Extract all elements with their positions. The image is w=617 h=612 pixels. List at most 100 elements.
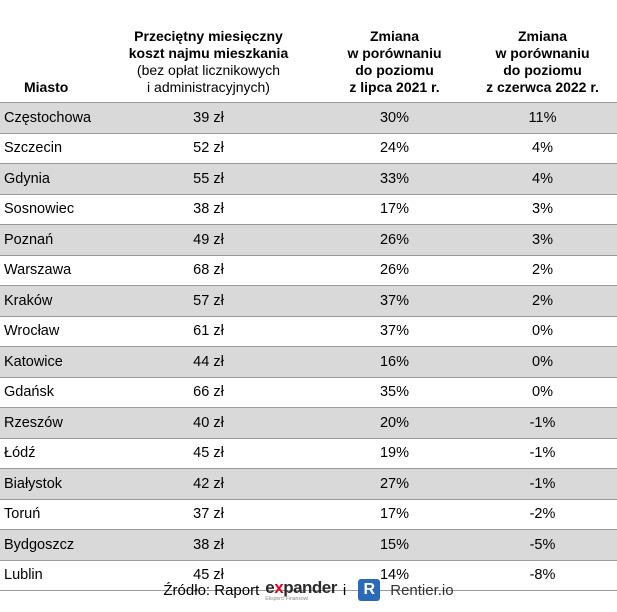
header-2022-line3: do poziomu: [503, 62, 582, 78]
table-body: Częstochowa 39 zł 30% 11% Szczecin 52 zł 24% 4%…: [0, 103, 617, 591]
table-row: Sosnowiec 38 zł 17% 3%: [0, 195, 617, 225]
table-row: Bydgoszcz 38 zł 15% -5%: [0, 530, 617, 561]
cell-change-2022: 4%: [532, 170, 553, 187]
header-change-2021: Zmiana w porównaniu do poziomu z lipca 2…: [321, 0, 468, 102]
header-2021-line4: z lipca 2021 r.: [349, 79, 440, 95]
cell-change-2022: 11%: [528, 109, 557, 126]
cell-change-2021: 16%: [379, 353, 410, 370]
cell-cost: 45 zł: [193, 445, 224, 462]
cell-cost: 45 zł: [193, 567, 224, 584]
table-row: Gdańsk 66 zł 35% 0%: [0, 378, 617, 408]
cell-city: Poznań: [4, 231, 54, 248]
cell-change-2021: 27%: [379, 475, 410, 492]
cell-cost: 61 zł: [193, 323, 224, 340]
header-2021-line2: w porównaniu: [347, 45, 442, 61]
cell-city: Łódź: [4, 445, 36, 462]
header-2021-line1: Zmiana: [369, 28, 419, 44]
table-row: Lublin 45 zł 14% -8%: [0, 561, 617, 591]
cell-cost: 49 zł: [193, 231, 224, 248]
cell-cost: 55 zł: [193, 170, 224, 187]
cell-cost: 57 zł: [193, 292, 224, 309]
footer-conjunction: i: [342, 581, 347, 599]
source-footer: Źródło: Raport expander Eksperci Finanso…: [0, 572, 617, 608]
cell-change-2022: -8%: [529, 567, 556, 584]
cell-cost: 44 zł: [193, 353, 224, 370]
cell-change-2021: 30%: [379, 109, 410, 126]
cell-city: Warszawa: [4, 262, 72, 279]
cell-change-2022: 3%: [532, 231, 553, 248]
table-row: Toruń 37 zł 17% -2%: [0, 500, 617, 530]
cell-city: Kraków: [4, 292, 53, 309]
table-row: Szczecin 52 zł 24% 4%: [0, 134, 617, 164]
cell-change-2022: 0%: [532, 384, 553, 401]
table-row: Białystok 42 zł 27% -1%: [0, 469, 617, 500]
table-row: Częstochowa 39 zł 30% 11%: [0, 103, 617, 134]
header-change-2022: Zmiana w porównaniu do poziomu z czerwca…: [468, 0, 617, 102]
expander-logo: expander Eksperci Finansowi: [265, 579, 337, 602]
cell-change-2021: 19%: [379, 445, 410, 462]
cell-change-2021: 26%: [379, 231, 410, 248]
cell-change-2021: 17%: [379, 506, 410, 523]
table-row: Katowice 44 zł 16% 0%: [0, 347, 617, 378]
cell-change-2022: -1%: [529, 475, 556, 492]
cell-cost: 37 zł: [193, 506, 224, 523]
cell-cost: 52 zł: [193, 140, 224, 157]
cell-change-2022: -1%: [529, 414, 556, 431]
cell-cost: 40 zł: [193, 414, 224, 431]
cell-change-2022: 2%: [532, 262, 553, 279]
header-city-label: Miasto: [24, 79, 69, 95]
rent-table: Miasto Przeciętny miesięczny koszt najmu…: [0, 0, 617, 591]
cell-change-2021: 24%: [379, 140, 410, 157]
cell-city: Gdańsk: [4, 384, 54, 401]
cell-cost: 38 zł: [193, 536, 224, 553]
cell-change-2022: 0%: [532, 353, 553, 370]
expander-logo-rest: pander: [283, 577, 337, 597]
cell-city: Rzeszów: [4, 414, 63, 431]
header-cost-line3: (bez opłat licznikowych: [136, 62, 281, 78]
cell-city: Wrocław: [4, 323, 60, 340]
cell-change-2022: 3%: [532, 201, 553, 218]
cell-cost: 66 zł: [193, 384, 224, 401]
cell-city: Bydgoszcz: [4, 536, 75, 553]
cell-city: Szczecin: [4, 140, 63, 157]
header-cost-line1: Przeciętny miesięczny: [134, 28, 283, 44]
cell-change-2022: 2%: [532, 292, 553, 309]
rentier-logo-icon: R: [358, 579, 381, 601]
cell-city: Częstochowa: [4, 109, 92, 126]
table-row: Łódź 45 zł 19% -1%: [0, 439, 617, 469]
expander-logo-e: e: [265, 577, 275, 597]
expander-logo-subtitle: Eksperci Finansowi: [265, 595, 309, 602]
cell-change-2022: -2%: [529, 506, 556, 523]
cell-cost: 68 zł: [193, 262, 224, 279]
cell-change-2021: 17%: [379, 201, 410, 218]
source-label: Źródło: Raport: [163, 581, 260, 599]
cell-change-2021: 20%: [379, 414, 410, 431]
cell-change-2021: 33%: [379, 170, 410, 187]
cell-city: Toruń: [4, 506, 41, 523]
cell-cost: 42 zł: [193, 475, 224, 492]
cell-change-2021: 35%: [379, 384, 410, 401]
header-city: Miasto: [0, 0, 96, 102]
header-2022-line4: z czerwca 2022 r.: [486, 79, 599, 95]
cell-city: Gdynia: [4, 170, 50, 187]
rentier-logo-text: Rentier.io: [390, 581, 454, 599]
cell-change-2022: 4%: [532, 140, 553, 157]
cell-change-2021: 37%: [379, 323, 410, 340]
cell-change-2021: 37%: [379, 292, 410, 309]
header-2022-line2: w porównaniu: [495, 45, 590, 61]
table-header: Miasto Przeciętny miesięczny koszt najmu…: [0, 0, 617, 103]
header-cost-line2: koszt najmu mieszkania: [128, 45, 289, 61]
table-row: Rzeszów 40 zł 20% -1%: [0, 408, 617, 439]
table-row: Wrocław 61 zł 37% 0%: [0, 317, 617, 347]
header-2022-line1: Zmiana: [517, 28, 567, 44]
table-row: Gdynia 55 zł 33% 4%: [0, 164, 617, 195]
cell-change-2021: 14%: [379, 567, 410, 584]
cell-change-2022: -1%: [529, 445, 556, 462]
cell-change-2021: 26%: [379, 262, 410, 279]
cell-change-2022: -5%: [529, 536, 556, 553]
cell-city: Białystok: [4, 475, 63, 492]
expander-logo-x: x: [274, 577, 284, 597]
header-cost: Przeciętny miesięczny koszt najmu mieszk…: [96, 0, 321, 102]
cell-cost: 38 zł: [193, 201, 224, 218]
header-cost-line4: i administracyjnych): [147, 79, 270, 95]
